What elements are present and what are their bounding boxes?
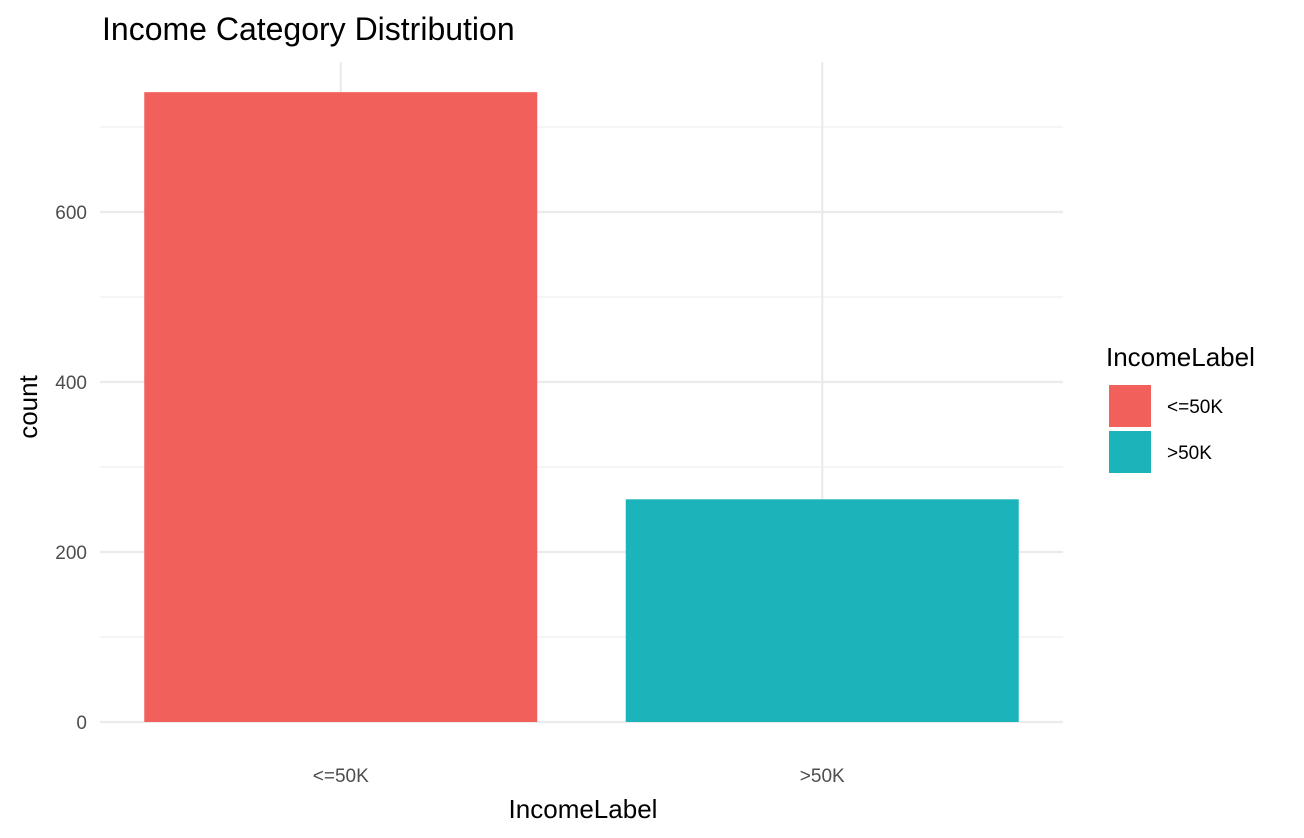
bar-gt-50k [625, 499, 1019, 722]
y-tick-label: 200 [55, 543, 87, 564]
y-tick-label: 0 [76, 713, 87, 734]
bars-group [144, 92, 1019, 722]
x-tick-label: <=50K [313, 766, 369, 787]
legend: IncomeLabel <=50K >50K [1106, 342, 1255, 473]
y-axis-title: count [13, 374, 43, 438]
y-axis-ticks: 0 200 400 600 [55, 203, 87, 734]
legend-swatch [1109, 385, 1151, 427]
legend-title: IncomeLabel [1106, 342, 1255, 372]
x-axis-title: IncomeLabel [509, 794, 658, 824]
legend-swatch [1109, 431, 1151, 473]
chart-title: Income Category Distribution [102, 11, 515, 47]
bar-le-50k [144, 92, 538, 722]
y-tick-label: 600 [55, 203, 87, 224]
y-tick-label: 400 [55, 373, 87, 394]
x-tick-label: >50K [800, 766, 845, 787]
legend-entry-label: <=50K [1167, 397, 1223, 418]
legend-entry-label: >50K [1167, 443, 1212, 464]
x-axis-ticks: <=50K >50K [313, 766, 845, 787]
